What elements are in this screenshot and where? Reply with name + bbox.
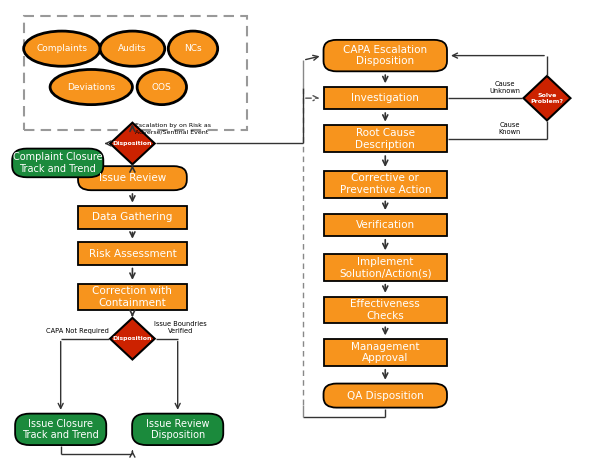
Polygon shape xyxy=(110,318,155,360)
Text: Cause
Unknown: Cause Unknown xyxy=(490,82,521,94)
Text: Issue Review: Issue Review xyxy=(99,173,166,183)
Bar xyxy=(323,339,447,366)
Text: Issue Review
Disposition: Issue Review Disposition xyxy=(146,419,209,440)
Text: Complaint Closure
Track and Trend: Complaint Closure Track and Trend xyxy=(13,152,103,174)
FancyBboxPatch shape xyxy=(132,413,223,445)
Text: Management
Approval: Management Approval xyxy=(351,342,419,363)
Text: Cause
Known: Cause Known xyxy=(498,122,521,135)
Text: Complaints: Complaints xyxy=(37,44,88,53)
Text: Root Cause
Description: Root Cause Description xyxy=(355,128,415,150)
Ellipse shape xyxy=(23,31,100,66)
Text: CAPA Not Required: CAPA Not Required xyxy=(46,328,109,334)
Text: Effectiveness
Checks: Effectiveness Checks xyxy=(350,299,420,321)
Text: Corrective or
Preventive Action: Corrective or Preventive Action xyxy=(340,173,431,195)
Ellipse shape xyxy=(168,31,218,66)
Text: Issue Boundries
Verified: Issue Boundries Verified xyxy=(154,321,207,334)
FancyBboxPatch shape xyxy=(323,40,447,71)
Ellipse shape xyxy=(100,31,165,66)
Text: Risk Assessment: Risk Assessment xyxy=(89,249,176,259)
Ellipse shape xyxy=(50,69,133,105)
Polygon shape xyxy=(523,76,571,120)
Text: Audits: Audits xyxy=(118,44,146,53)
Bar xyxy=(78,243,187,265)
Bar xyxy=(323,171,447,198)
Text: Correction with
Containment: Correction with Containment xyxy=(92,286,172,308)
Text: CAPA Escalation
Disposition: CAPA Escalation Disposition xyxy=(343,45,427,67)
Text: Investigation: Investigation xyxy=(352,93,419,103)
Text: NCs: NCs xyxy=(184,44,202,53)
FancyBboxPatch shape xyxy=(78,166,187,190)
Text: Issue Closure
Track and Trend: Issue Closure Track and Trend xyxy=(22,419,99,440)
FancyBboxPatch shape xyxy=(15,413,106,445)
Bar xyxy=(323,126,447,152)
Ellipse shape xyxy=(137,69,187,105)
FancyBboxPatch shape xyxy=(323,384,447,408)
Text: Disposition: Disposition xyxy=(113,336,152,341)
Text: QA Disposition: QA Disposition xyxy=(347,391,424,401)
Text: Implement
Solution/Action(s): Implement Solution/Action(s) xyxy=(339,257,431,278)
Text: Deviations: Deviations xyxy=(67,83,115,92)
Bar xyxy=(78,284,187,311)
Text: OOS: OOS xyxy=(152,83,172,92)
Bar xyxy=(78,206,187,228)
Bar xyxy=(323,87,447,109)
FancyBboxPatch shape xyxy=(12,149,103,177)
Bar xyxy=(323,214,447,236)
Bar xyxy=(323,296,447,323)
Bar xyxy=(323,254,447,281)
Text: Escalation by on Risk as
Adverse/Sentinal Event: Escalation by on Risk as Adverse/Sentina… xyxy=(136,124,211,134)
Text: Disposition: Disposition xyxy=(113,141,152,146)
Polygon shape xyxy=(110,123,155,164)
Text: Data Gathering: Data Gathering xyxy=(92,212,173,222)
Text: Verification: Verification xyxy=(356,220,415,230)
Text: Solve
Problem?: Solve Problem? xyxy=(530,93,563,103)
